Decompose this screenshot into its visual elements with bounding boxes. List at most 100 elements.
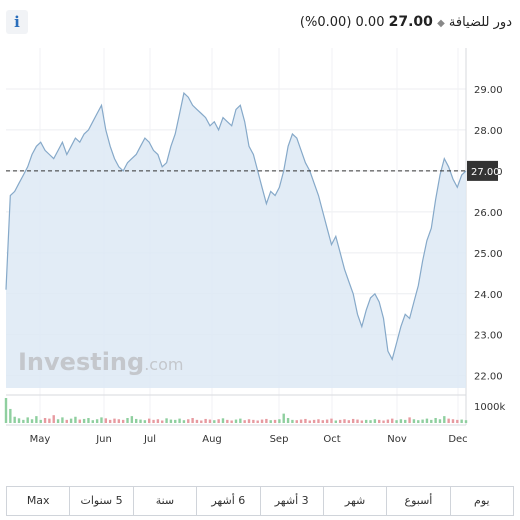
price-change-percent: (0.00%) bbox=[299, 15, 352, 30]
volume-bar bbox=[278, 419, 281, 423]
volume-bar bbox=[178, 418, 181, 423]
volume-bar bbox=[104, 418, 108, 423]
volume-bar bbox=[174, 419, 177, 423]
volume-bar bbox=[460, 419, 463, 423]
price-area bbox=[6, 93, 466, 388]
volume-bar bbox=[256, 420, 259, 423]
volume-bar bbox=[230, 420, 233, 423]
timeframe-tabs: يوم أسبوع شهر 3 أشهر 6 أشهر سنة 5 سنوات Max bbox=[6, 486, 514, 516]
volume-bar bbox=[191, 418, 194, 423]
y-tick-label: 26.00 bbox=[474, 208, 503, 219]
instrument-name: دور للضيافة bbox=[448, 15, 512, 30]
volume-bar bbox=[130, 416, 134, 423]
volume-bar bbox=[325, 419, 329, 423]
volume-bar bbox=[338, 419, 342, 423]
volume-bar bbox=[282, 413, 285, 423]
volume-bar bbox=[464, 420, 468, 423]
volume-bar bbox=[139, 419, 142, 423]
timeframe-tab[interactable]: 6 أشهر bbox=[196, 487, 259, 515]
volume-bar bbox=[148, 418, 151, 423]
price-chart[interactable]: 29.00 28.00 27.00 26.00 25.00 24.00 23.00 22.00… bbox=[0, 0, 520, 480]
volume-bar bbox=[213, 420, 216, 423]
volume-bar bbox=[312, 419, 316, 423]
volume-bar bbox=[204, 418, 207, 423]
volume-bar bbox=[126, 418, 129, 423]
volume-bar bbox=[308, 420, 311, 423]
volume-bar bbox=[378, 419, 381, 423]
volume-bar bbox=[74, 416, 77, 423]
volume-bar bbox=[391, 418, 394, 423]
last-price: 27.00 bbox=[388, 14, 433, 30]
volume-bar bbox=[226, 419, 229, 423]
volume-bar bbox=[382, 420, 385, 423]
volume-bar bbox=[156, 419, 160, 423]
y-tick-label: 22.00 bbox=[474, 372, 503, 383]
x-tick-label: Sep bbox=[270, 434, 289, 445]
volume-bar bbox=[234, 419, 238, 423]
volume-bar bbox=[373, 419, 377, 423]
timeframe-tab[interactable]: Max bbox=[26, 494, 50, 507]
volume-bar bbox=[408, 417, 411, 423]
volume-bar bbox=[412, 419, 416, 423]
volume-bar bbox=[347, 420, 351, 423]
timeframe-tab[interactable]: يوم bbox=[449, 487, 513, 515]
volume-bar bbox=[91, 420, 94, 423]
price-line bbox=[5, 91, 467, 361]
volume-bar bbox=[100, 417, 103, 423]
volume-bar bbox=[360, 420, 364, 423]
volume-bar bbox=[39, 419, 42, 423]
volume-bars bbox=[4, 398, 468, 423]
volume-bar bbox=[386, 419, 390, 423]
volume-bar bbox=[438, 419, 442, 423]
volume-bar bbox=[82, 418, 86, 423]
timeframe-tab[interactable]: شهر bbox=[322, 487, 386, 515]
volume-bar bbox=[9, 408, 12, 423]
volume-bar bbox=[321, 420, 324, 423]
volume-bar bbox=[247, 419, 251, 423]
volume-bar bbox=[243, 420, 246, 423]
volume-bar bbox=[317, 419, 320, 423]
volume-bar bbox=[143, 420, 147, 423]
x-tick-label: Dec bbox=[448, 434, 467, 445]
volume-bar bbox=[295, 420, 298, 423]
volume-bar bbox=[404, 419, 407, 423]
volume-bar bbox=[221, 418, 225, 423]
unchanged-arrow-icon: ◆ bbox=[437, 18, 445, 29]
volume-bar bbox=[22, 419, 25, 423]
x-tick-label: Oct bbox=[323, 434, 340, 445]
volume-bar bbox=[252, 419, 255, 423]
y-tick-label: 29.00 bbox=[474, 85, 503, 96]
y-tick-label: 25.00 bbox=[474, 249, 503, 260]
volume-bar bbox=[260, 419, 264, 423]
x-tick-label: Aug bbox=[202, 434, 222, 445]
volume-bar bbox=[4, 398, 8, 423]
volume-bar bbox=[443, 416, 446, 423]
volume-bar bbox=[369, 420, 372, 423]
quote-header: دور للضيافة ◆ 27.00 0.00 (0.00%) bbox=[300, 10, 512, 34]
volume-bar bbox=[273, 419, 277, 423]
timeframe-tab[interactable]: أسبوع bbox=[386, 487, 449, 515]
x-tick-label: Nov bbox=[387, 434, 407, 445]
info-button[interactable]: i bbox=[6, 10, 28, 34]
timeframe-tab[interactable]: 5 سنوات bbox=[69, 487, 132, 515]
price-change: 0.00 bbox=[355, 15, 385, 30]
volume-bar bbox=[56, 419, 60, 423]
volume-bar bbox=[195, 419, 199, 423]
volume-bar bbox=[434, 418, 437, 423]
volume-scale-label: 1000k bbox=[474, 402, 505, 413]
volume-bar bbox=[330, 418, 333, 423]
current-price-marker: 27.00 bbox=[467, 160, 500, 181]
volume-bar bbox=[351, 418, 355, 423]
volume-bar bbox=[217, 419, 220, 423]
volume-bar bbox=[187, 419, 190, 423]
volume-bar bbox=[304, 418, 307, 423]
volume-bar bbox=[69, 418, 73, 423]
timeframe-tab[interactable]: 3 أشهر bbox=[259, 487, 323, 515]
volume-bar bbox=[425, 418, 429, 423]
volume-bar bbox=[17, 418, 21, 423]
x-tick-label: May bbox=[30, 434, 51, 445]
volume-bar bbox=[447, 418, 450, 423]
timeframe-tab[interactable]: سنة bbox=[132, 487, 196, 515]
volume-bar bbox=[239, 418, 242, 423]
volume-bar bbox=[395, 420, 398, 423]
